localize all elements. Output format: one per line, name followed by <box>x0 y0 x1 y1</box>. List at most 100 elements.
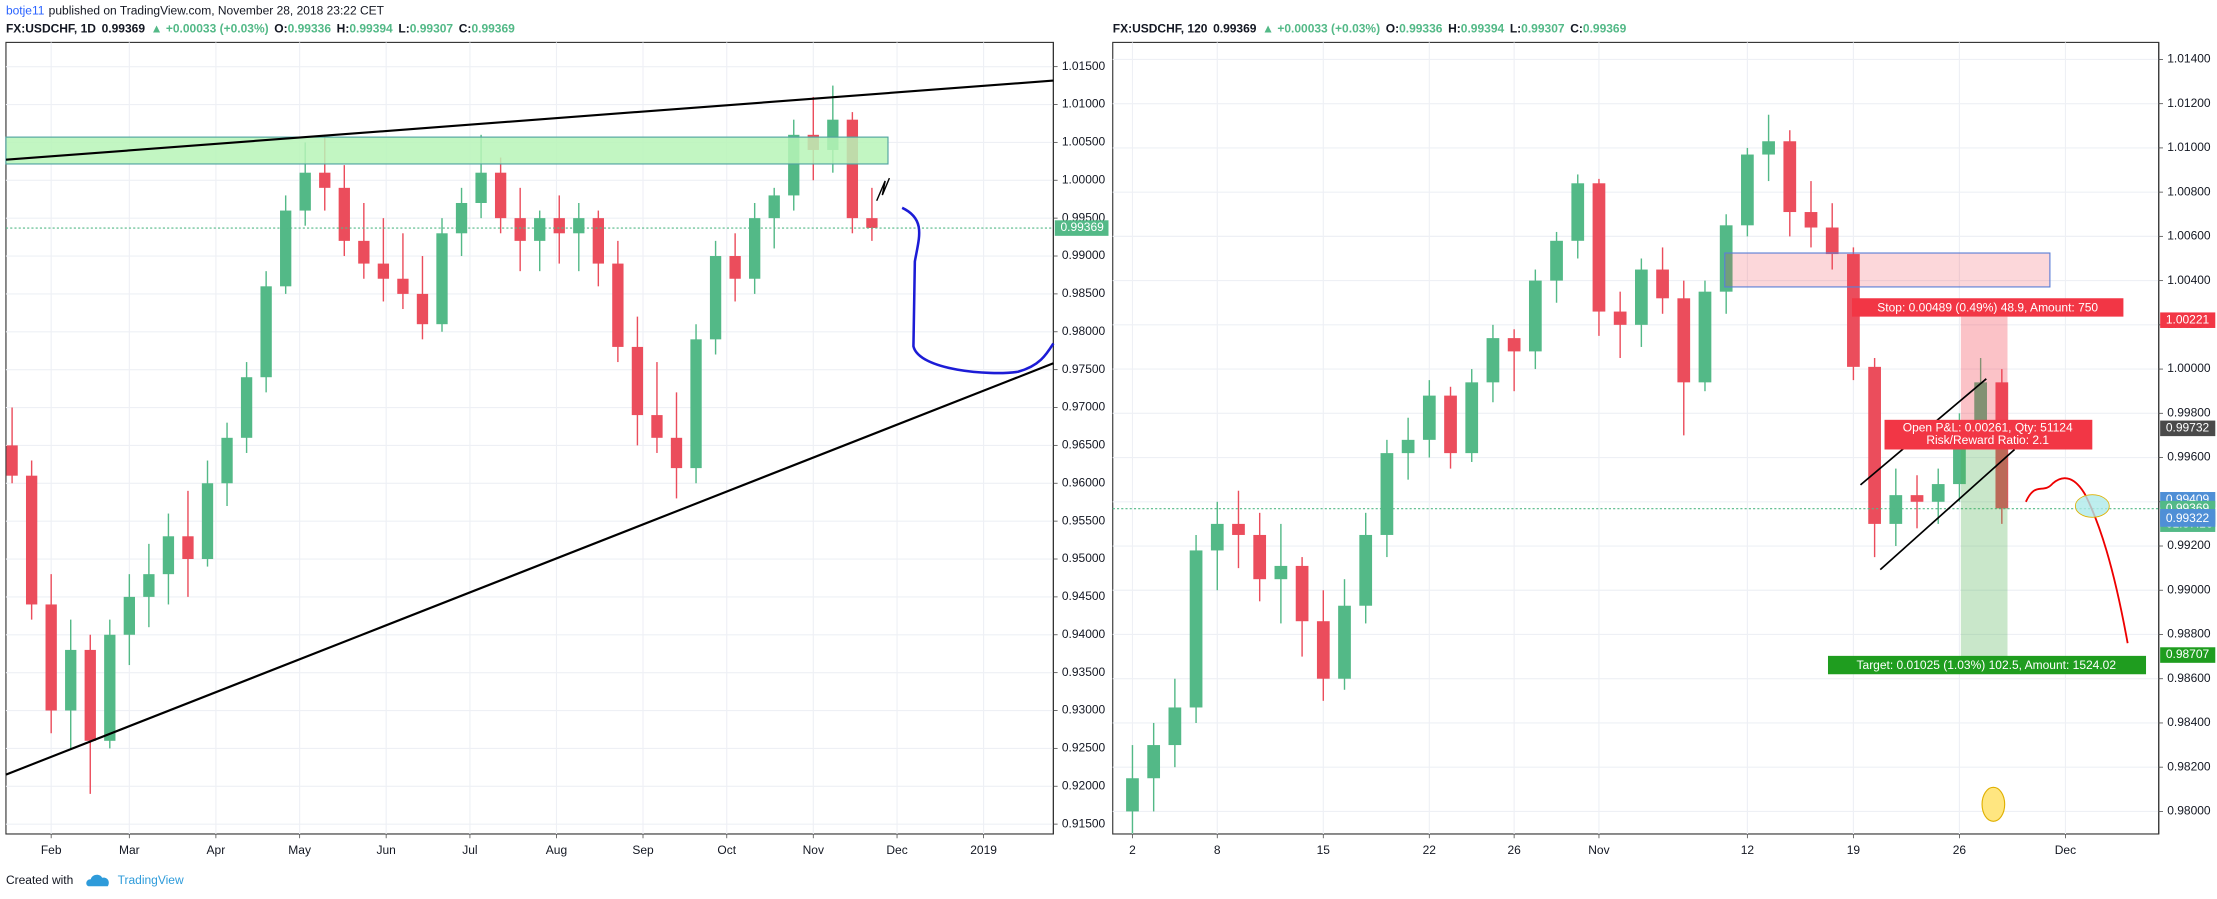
marker <box>1981 786 2006 822</box>
candle-body <box>534 218 546 241</box>
trendline <box>5 79 1054 161</box>
y-tick-label: 0.99200 <box>2167 538 2211 552</box>
candle-body <box>1295 565 1309 622</box>
candle-body <box>1316 621 1330 679</box>
candle-body <box>260 286 272 378</box>
target-label: Target: 0.01025 (1.03%) 102.5, Amount: 1… <box>1857 658 2117 672</box>
candle-body <box>1507 338 1521 352</box>
projection <box>901 206 1055 375</box>
y-tick-label: 0.96000 <box>1062 475 1106 489</box>
candle-body <box>182 536 194 560</box>
x-tick-label: Aug <box>546 843 567 857</box>
candle-body <box>45 604 57 711</box>
candle-body <box>6 445 18 476</box>
legend-item: H: <box>1448 22 1461 36</box>
candle-body <box>1698 291 1712 383</box>
legend-item: 0.99369 <box>1213 22 1257 36</box>
candle-body <box>1656 269 1669 299</box>
legend: FX:USDCHF, 120 0.99369 ▲ +0.00033 (+0.03%)… <box>1113 22 1627 36</box>
candle-body <box>1401 439 1415 454</box>
candle-body <box>1889 495 1903 524</box>
candle-body <box>553 218 565 234</box>
footer-brand[interactable]: TradingView <box>118 873 184 887</box>
candle-body <box>338 187 350 241</box>
candle-body <box>494 172 507 219</box>
candle-body <box>143 574 155 597</box>
legend-item: L: <box>398 22 409 36</box>
y-tick-label: 0.98500 <box>1062 286 1106 300</box>
legend-item: 0.99369 <box>471 22 515 36</box>
candle-body <box>1359 534 1373 606</box>
channel-line <box>1879 448 2016 571</box>
x-tick-label: Feb <box>41 843 62 857</box>
footer-created: Created with <box>6 873 73 887</box>
price-label-box <box>1054 220 1109 236</box>
y-tick-label: 1.00400 <box>2167 273 2211 287</box>
candle-body <box>25 475 38 605</box>
legend-item: 0.99369 <box>1583 22 1627 36</box>
candle-body <box>709 256 722 340</box>
legend-item: ▲ +0.00033 (+0.03%) <box>151 22 269 36</box>
zone <box>1724 252 2051 288</box>
x-tick-label: 26 <box>1507 843 1521 857</box>
legend-item: O: <box>1386 22 1399 36</box>
candle-body <box>397 278 409 294</box>
candle-body <box>84 649 96 741</box>
y-tick-label: 1.01000 <box>2167 140 2211 154</box>
legend-item: O: <box>274 22 287 36</box>
y-tick-label: 1.00800 <box>2167 184 2211 198</box>
logo <box>86 874 109 887</box>
y-tick-label: 0.99800 <box>2167 405 2211 419</box>
y-tick-label: 0.98000 <box>2167 804 2211 818</box>
price-label: 1.00221 <box>2166 312 2210 326</box>
header: botje11 published on TradingView.com, Nov… <box>6 3 385 17</box>
footer: Created with TradingView <box>6 873 184 887</box>
candle-body <box>299 172 311 211</box>
legend-item: 0.99394 <box>349 22 393 36</box>
candle-body <box>1719 225 1733 292</box>
zone <box>5 136 889 165</box>
candle-body <box>104 634 116 741</box>
candle-body <box>416 293 429 325</box>
candle-body <box>1528 280 1542 352</box>
candle-body <box>1804 212 1818 228</box>
candle-body <box>514 218 526 241</box>
candle-body <box>201 483 214 560</box>
x-tick-label: 12 <box>1741 843 1755 857</box>
x-tick-label: 26 <box>1953 843 1967 857</box>
y-tick-label: 0.96500 <box>1062 438 1106 452</box>
x-tick-label: 2019 <box>970 843 997 857</box>
candle-body <box>65 649 77 711</box>
candle-body <box>1232 523 1245 535</box>
y-tick-label: 0.99600 <box>2167 450 2211 464</box>
candle-body <box>846 119 859 219</box>
y-tick-label: 0.97500 <box>1062 362 1106 376</box>
candle-body <box>358 240 370 264</box>
price-label: 0.99732 <box>2166 421 2210 435</box>
y-tick-label: 0.93000 <box>1062 703 1106 717</box>
candle-body <box>1931 484 1945 502</box>
candle-body <box>1274 565 1288 580</box>
candle-body <box>1338 605 1351 679</box>
candle-body <box>1762 141 1775 155</box>
legend-item: C: <box>1570 22 1583 36</box>
x-tick-label: Apr <box>207 843 226 857</box>
candle-body <box>1189 550 1203 708</box>
x-tick-label: Oct <box>717 843 736 857</box>
drawings-right: Stop: 0.00489 (0.49%) 48.9, Amount: 750 … <box>1724 252 2147 822</box>
candle-body <box>162 536 175 575</box>
x-tick-label: Nov <box>803 843 824 857</box>
candle-body <box>631 346 644 416</box>
y-tick-label: 1.01500 <box>1062 59 1106 73</box>
price-label: 0.99322 <box>2166 511 2210 525</box>
price-label: 0.99369 <box>1060 220 1104 234</box>
candle-body <box>1210 523 1224 551</box>
candle-body <box>573 218 585 234</box>
candle-body <box>749 218 761 279</box>
candle-body <box>1677 298 1691 383</box>
chart-left: FX:USDCHF, 1D 0.99369 ▲ +0.00033 (+0.03%) O… <box>5 22 1109 857</box>
candle-body <box>1592 183 1606 312</box>
y-tick-label: 1.00500 <box>1062 135 1106 149</box>
